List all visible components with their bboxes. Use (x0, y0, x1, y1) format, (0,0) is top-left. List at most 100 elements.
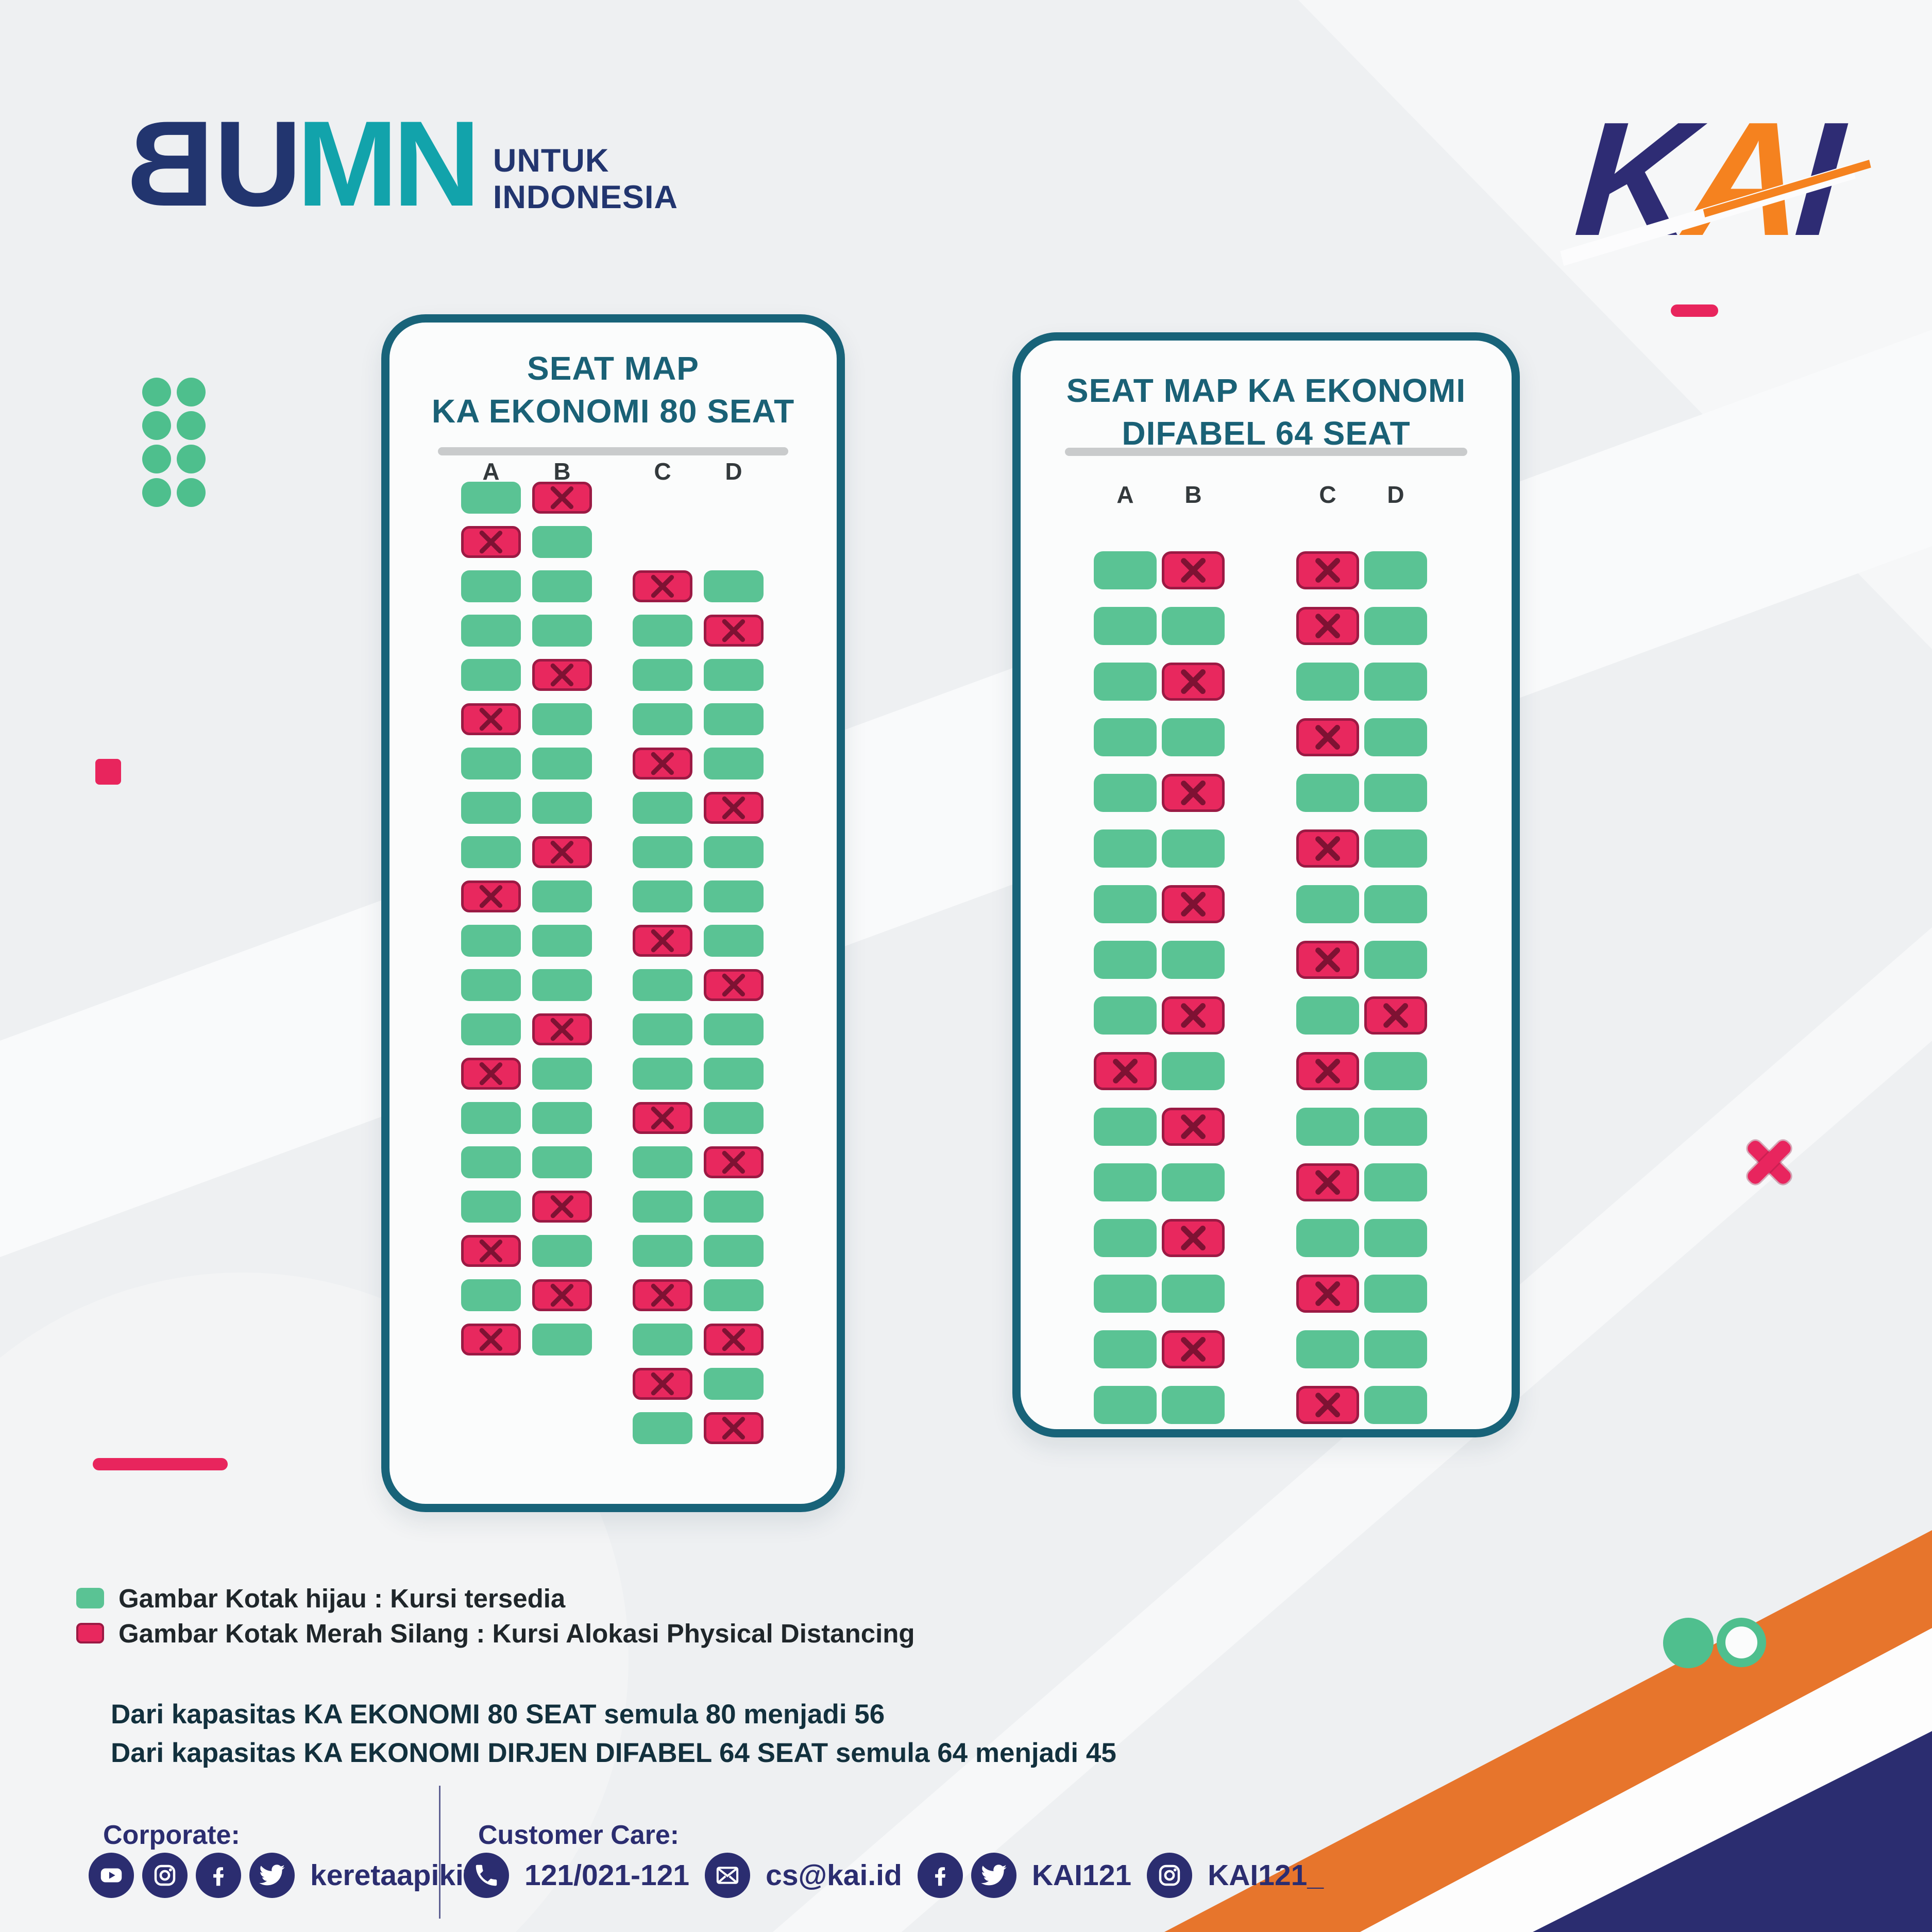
seat-ekonomi-80-C17 (633, 1279, 692, 1311)
column-label-c: C (654, 458, 671, 485)
customer-care-row: 121/021-121 cs@kai.id KAI121 KAI121_ (464, 1853, 1331, 1898)
seat-difabel-64-C16 (1296, 1386, 1359, 1424)
seat-ekonomi-80-D11 (704, 1013, 764, 1045)
column-label-d: D (1387, 481, 1404, 508)
column-label-b: B (553, 458, 571, 485)
seat-difabel-64-D13 (1364, 1219, 1427, 1257)
corporate-handle: keretaapikita (310, 1859, 490, 1892)
seat-difabel-64-A6 (1094, 829, 1157, 868)
seat-ekonomi-80-C6 (633, 792, 692, 824)
seat-difabel-64-D3 (1364, 663, 1427, 701)
seat-difabel-64-C4 (1296, 718, 1359, 756)
seat-ekonomi-80-A3 (461, 570, 521, 602)
seat-difabel-64-C7 (1296, 885, 1359, 923)
dot-icon (142, 411, 171, 440)
seat-ekonomi-80-B16 (532, 1146, 592, 1178)
seat-ekonomi-80-B20 (532, 1324, 592, 1355)
seat-ekonomi-80-B15 (532, 1102, 592, 1134)
seat-ekonomi-80-B12 (532, 969, 592, 1001)
seat-difabel-64-A16 (1094, 1386, 1157, 1424)
capacity-note: Dari kapasitas KA EKONOMI 80 SEAT semula… (111, 1695, 1116, 1772)
seat-ekonomi-80-A19 (461, 1279, 521, 1311)
seat-ekonomi-80-D9 (704, 925, 764, 957)
column-label-d: D (725, 458, 742, 485)
red-square-icon (95, 759, 121, 785)
seat-ekonomi-80-A10 (461, 880, 521, 912)
bumn-letter-b: B (131, 96, 214, 232)
seat-difabel-64-A1 (1094, 551, 1157, 589)
seat-difabel-64-D6 (1364, 829, 1427, 868)
green-dots-grid (142, 378, 206, 507)
seat-difabel-64-C5 (1296, 774, 1359, 812)
seat-difabel-64-D7 (1364, 885, 1427, 923)
seat-difabel-64-A14 (1094, 1275, 1157, 1313)
seat-ekonomi-80-C16 (633, 1235, 692, 1267)
seat-ekonomi-80-D19 (704, 1368, 764, 1400)
seat-ekonomi-80-B10 (532, 880, 592, 912)
dot-icon (177, 478, 206, 507)
seat-difabel-64-B9 (1162, 996, 1225, 1035)
column-label-a: A (482, 458, 500, 485)
bumn-tagline: UNTUK INDONESIA (493, 143, 678, 215)
seat-difabel-64-D10 (1364, 1052, 1427, 1090)
column-label-a: A (1116, 481, 1134, 508)
seat-ekonomi-80-B4 (532, 615, 592, 647)
kai-logo: KAI (1560, 88, 1871, 269)
dot-icon (177, 378, 206, 406)
seat-ekonomi-80-A14 (461, 1058, 521, 1090)
seat-ekonomi-80-A18 (461, 1235, 521, 1267)
seat-ekonomi-80-C8 (633, 880, 692, 912)
seat-difabel-64-B1 (1162, 551, 1225, 589)
seat-ekonomi-80-C20 (633, 1412, 692, 1444)
seat-difabel-64-A9 (1094, 996, 1157, 1035)
seat-difabel-64-B4 (1162, 718, 1225, 756)
seat-ekonomi-80-D20 (704, 1412, 764, 1444)
seat-difabel-64-C13 (1296, 1219, 1359, 1257)
seat-ekonomi-80-A12 (461, 969, 521, 1001)
instagram-icon (1147, 1853, 1193, 1898)
seat-ekonomi-80-C11 (633, 1013, 692, 1045)
seat-difabel-64-B10 (1162, 1052, 1225, 1090)
red-seat-swatch-icon (76, 1623, 104, 1643)
seat-difabel-64-A2 (1094, 607, 1157, 645)
seat-difabel-64-B13 (1162, 1219, 1225, 1257)
seat-difabel-64-A13 (1094, 1219, 1157, 1257)
seat-ekonomi-80-B3 (532, 570, 592, 602)
seat-difabel-64-B16 (1162, 1386, 1225, 1424)
seat-ekonomi-80-A11 (461, 925, 521, 957)
seat-ekonomi-80-D17 (704, 1279, 764, 1311)
seat-difabel-64-B7 (1162, 885, 1225, 923)
seat-ekonomi-80-A1 (461, 482, 521, 514)
seat-difabel-64-D11 (1364, 1108, 1427, 1146)
customer-care-fb-tw-handle: KAI121 (1031, 1859, 1132, 1892)
customer-care-label: Customer Care: (478, 1820, 680, 1850)
seat-ekonomi-80-A6 (461, 703, 521, 735)
seat-difabel-64-B11 (1162, 1108, 1225, 1146)
seat-difabel-64-D8 (1364, 941, 1427, 979)
seat-difabel-64-C6 (1296, 829, 1359, 868)
seat-ekonomi-80-C18 (633, 1324, 692, 1355)
dot-icon (177, 411, 206, 440)
seat-ekonomi-80-B19 (532, 1279, 592, 1311)
youtube-icon (89, 1853, 134, 1898)
seat-ekonomi-80-D5 (704, 748, 764, 779)
seat-ekonomi-80-C7 (633, 836, 692, 868)
column-label-c: C (1319, 481, 1336, 508)
seat-difabel-64-D15 (1364, 1330, 1427, 1368)
seat-difabel-64-D12 (1364, 1163, 1427, 1201)
seat-ekonomi-80-B2 (532, 526, 592, 558)
seat-ekonomi-80-D4 (704, 703, 764, 735)
seat-ekonomi-80-B6 (532, 703, 592, 735)
seat-difabel-64-B15 (1162, 1330, 1225, 1368)
legend: Gambar Kotak hijau : Kursi tersedia Gamb… (76, 1581, 915, 1651)
seat-difabel-64-A12 (1094, 1163, 1157, 1201)
seat-ekonomi-80-A20 (461, 1324, 521, 1355)
seat-difabel-64-C8 (1296, 941, 1359, 979)
seat-ekonomi-80-B8 (532, 792, 592, 824)
seat-ekonomi-80-B9 (532, 836, 592, 868)
seat-difabel-64-C14 (1296, 1275, 1359, 1313)
capacity-line-2: Dari kapasitas KA EKONOMI DIRJEN DIFABEL… (111, 1738, 1116, 1768)
legend-item-available: Gambar Kotak hijau : Kursi tersedia (76, 1581, 915, 1616)
seat-ekonomi-80-B7 (532, 748, 592, 779)
